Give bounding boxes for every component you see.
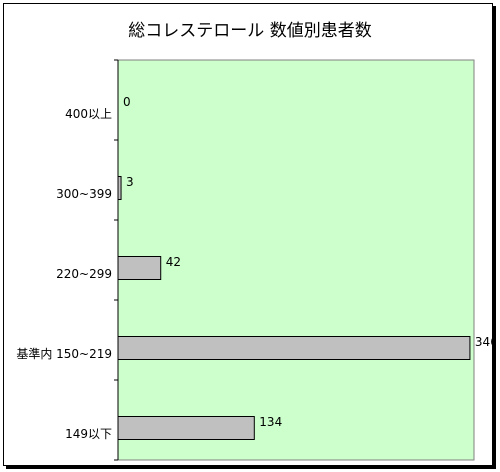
data-label-4: 134 [259,415,282,429]
data-label-1: 3 [126,175,134,189]
bar-2 [117,256,162,280]
chart-frame: 総コレステロール 数値別患者数 0 400以上 3 300~399 42 220~299 3… [3,3,496,466]
category-label-4: 149以下 [65,427,112,441]
bar-chart: 総コレステロール 数値別患者数 0 400以上 3 300~399 42 220~299 3… [16,21,496,461]
data-label-0: 0 [123,95,131,109]
category-label-1: 300~399 [56,187,112,201]
category-label-2: 220~299 [56,267,112,281]
data-label-2: 42 [166,255,181,269]
data-label-3: 346 [475,335,496,349]
bar-3 [117,336,471,360]
plot-area-group: 0 400以上 3 300~399 42 220~299 346 基準内 150~219 134… [16,59,496,461]
category-label-3: 基準内 150~219 [16,346,112,361]
chart-title: 総コレステロール 数値別患者数 [128,21,371,41]
plot-background [117,59,475,461]
bar-1 [117,176,122,200]
bar-4 [117,416,255,440]
category-label-0: 400以上 [65,107,112,121]
